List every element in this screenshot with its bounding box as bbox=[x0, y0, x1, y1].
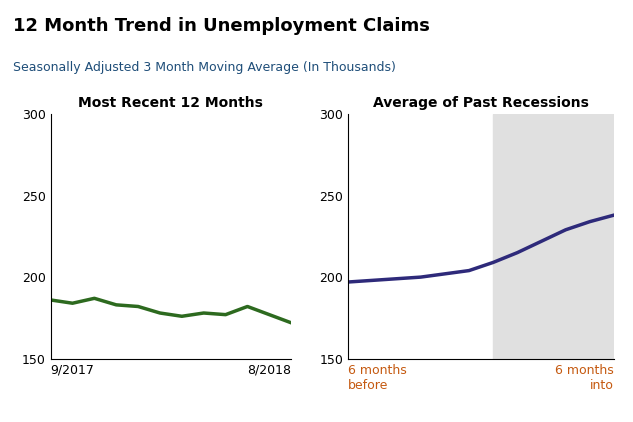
Title: Most Recent 12 Months: Most Recent 12 Months bbox=[78, 96, 263, 110]
Bar bbox=[493, 114, 626, 359]
Text: Seasonally Adjusted 3 Month Moving Average (In Thousands): Seasonally Adjusted 3 Month Moving Avera… bbox=[13, 61, 396, 74]
Text: 12 Month Trend in Unemployment Claims: 12 Month Trend in Unemployment Claims bbox=[13, 17, 430, 35]
Title: Average of Past Recessions: Average of Past Recessions bbox=[373, 96, 589, 110]
